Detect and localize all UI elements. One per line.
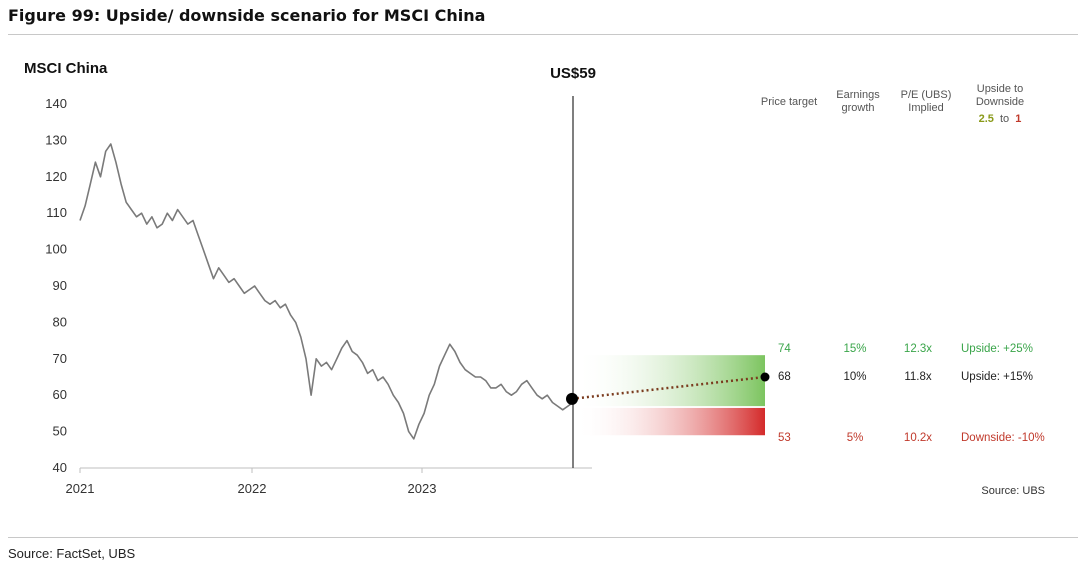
header-price-target: Price target (761, 96, 817, 108)
row-price-target: 53 (778, 432, 791, 444)
y-tick-label: 130 (45, 132, 67, 147)
y-tick-label: 50 (53, 424, 67, 439)
downside-band (575, 407, 765, 436)
base-target-point (760, 372, 770, 382)
y-tick-label: 90 (53, 278, 67, 293)
ratio-to: to (1000, 113, 1009, 125)
row-earnings-growth: 10% (843, 371, 866, 383)
row-earnings-growth: 5% (847, 432, 864, 444)
y-axis: 40 50 60 70 80 90 100 110 120 130 140 (45, 96, 67, 475)
y-tick-label: 110 (46, 205, 67, 220)
figure-source: Source: FactSet, UBS (8, 546, 136, 561)
x-tick-label: 2021 (66, 481, 95, 496)
y-tick-label: 70 (53, 351, 67, 366)
y-tick-label: 40 (53, 460, 67, 475)
y-tick-label: 100 (45, 242, 67, 257)
scenario-headers: Price target Earnings growth P/E (UBS) Imp… (761, 83, 1024, 125)
top-rule (8, 34, 1078, 35)
row-pe: 10.2x (904, 432, 932, 444)
chart-source: Source: UBS (981, 485, 1045, 497)
y-tick-label: 120 (45, 169, 67, 184)
base-case-path (571, 375, 766, 401)
chart-title: MSCI China (24, 60, 108, 77)
header-upside-downside: Upside to Downside (976, 83, 1024, 108)
row-scenario-label: Upside: +15% (961, 371, 1033, 383)
x-tick-label: 2023 (408, 481, 437, 496)
header-ratio-value: 2.5 to 1 (979, 113, 1022, 125)
row-pe: 11.8x (904, 371, 932, 383)
current-marker-label: US$59 (550, 65, 596, 82)
ratio-up: 2.5 (979, 113, 994, 125)
figure-title: Figure 99: Upside/ downside scenario for… (8, 6, 486, 25)
row-price-target: 74 (778, 343, 791, 355)
y-tick-label: 80 (53, 314, 67, 329)
x-axis: 2021 2022 2023 (66, 468, 437, 496)
y-tick-label: 140 (45, 96, 67, 111)
ratio-down: 1 (1015, 113, 1021, 125)
header-pe: P/E (UBS) Implied (901, 89, 952, 114)
row-pe: 12.3x (904, 343, 932, 355)
row-earnings-growth: 15% (843, 343, 866, 355)
header-earnings-growth: Earnings growth (836, 89, 880, 114)
current-point (566, 392, 578, 405)
row-scenario-label: Downside: -10% (961, 432, 1045, 444)
series-line (79, 143, 574, 440)
scenario-rows: 74 15% 12.3x Upside: +25% 68 10% 11.8x Upside: … (778, 343, 1045, 444)
x-tick-label: 2022 (238, 481, 267, 496)
y-tick-label: 60 (53, 387, 67, 402)
row-price-target: 68 (778, 371, 791, 383)
row-scenario-label: Upside: +25% (961, 343, 1033, 355)
bottom-rule (8, 537, 1078, 538)
upside-band (575, 355, 765, 407)
